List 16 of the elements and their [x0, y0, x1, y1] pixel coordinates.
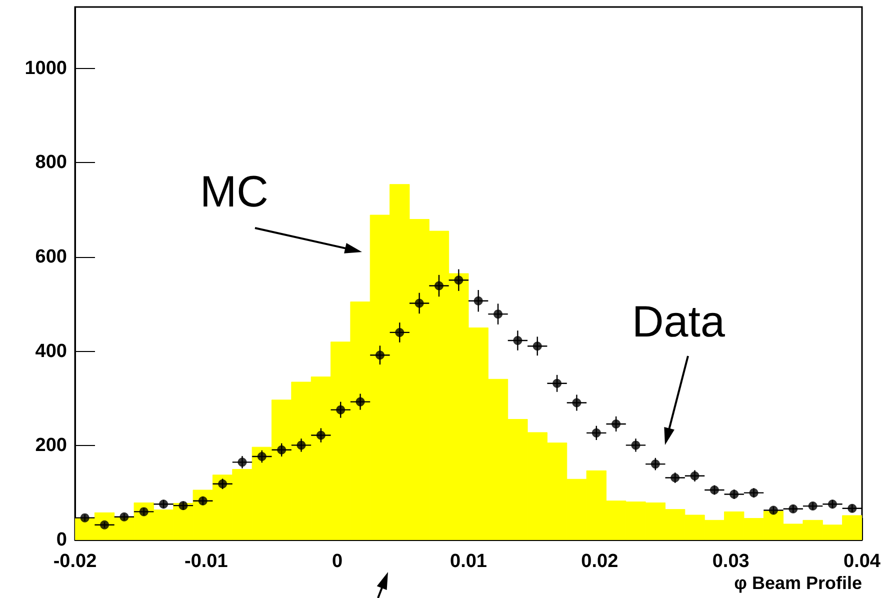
y-tick-label: 600 [35, 246, 67, 268]
x-tick-label: -0.02 [53, 551, 97, 572]
x-tick-label: -0.01 [184, 551, 228, 572]
y-tick-label: 1000 [24, 58, 67, 79]
y-tick-label: 200 [35, 435, 67, 456]
x-tick-label: 0.02 [581, 551, 618, 572]
annotation: MC [200, 168, 268, 216]
y-tick-label: 0 [56, 530, 67, 550]
x-tick-label: 0.03 [712, 551, 750, 572]
y-tick-label: 400 [35, 340, 67, 362]
x-tick-label: 0.04 [844, 551, 881, 572]
x-tick-label: 0.01 [450, 551, 488, 572]
annotation: Data [632, 298, 726, 346]
y-tick-label: 800 [35, 152, 67, 174]
x-axis-title: φ Beam Profile [734, 573, 862, 593]
x-tick-label: 0 [332, 551, 343, 572]
